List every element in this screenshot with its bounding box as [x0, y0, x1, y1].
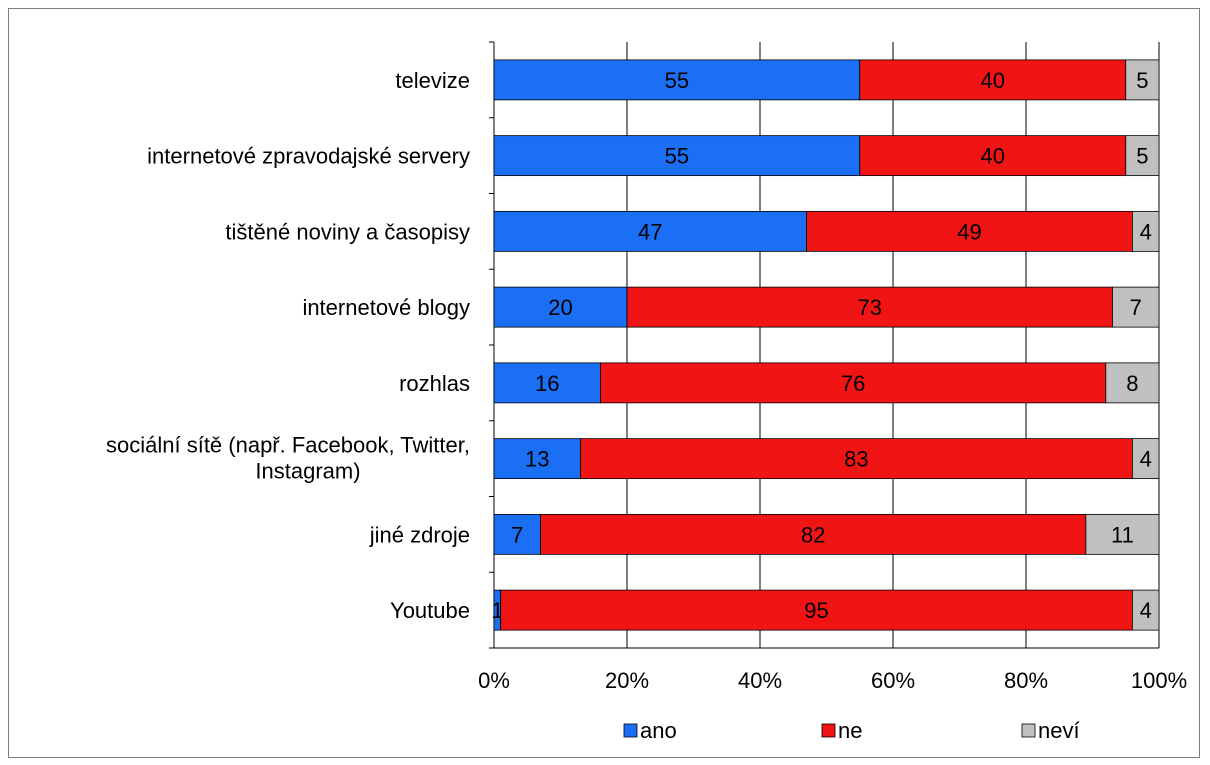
category-label: Instagram)	[255, 459, 360, 484]
bar-neví	[1085, 513, 1160, 555]
data-label: 7	[511, 522, 523, 547]
data-label: 4	[1140, 447, 1152, 472]
data-label: 55	[665, 68, 689, 93]
category-label: internetové zpravodajské servery	[147, 144, 470, 169]
bar-ne	[500, 589, 1133, 631]
data-label: 82	[801, 522, 825, 547]
bar-ne	[626, 286, 1113, 328]
legend-swatch-ano	[623, 723, 638, 738]
data-label: 40	[981, 68, 1005, 93]
data-label: 83	[844, 447, 868, 472]
data-label: 13	[525, 447, 549, 472]
x-tick-label: 80%	[1004, 668, 1048, 693]
data-label: 40	[981, 144, 1005, 169]
bar-neví	[1132, 210, 1160, 252]
category-label: Youtube	[390, 598, 470, 623]
bar-ano	[493, 513, 541, 555]
data-label: 47	[638, 219, 662, 244]
category-label: internetové blogy	[302, 295, 470, 320]
category-label: televize	[395, 68, 470, 93]
data-label: 16	[535, 371, 559, 396]
bar-ano	[493, 286, 628, 328]
data-label: 4	[1140, 219, 1152, 244]
data-label: 11	[1111, 522, 1134, 547]
x-tick-label: 100%	[1131, 668, 1187, 693]
legend-label: ano	[640, 718, 677, 743]
bar-neví	[1112, 286, 1160, 328]
x-tick-label: 60%	[871, 668, 915, 693]
data-label: 5	[1136, 68, 1148, 93]
bar-neví	[1125, 59, 1160, 101]
legend-swatch-ne	[821, 723, 836, 738]
data-label: 5	[1136, 144, 1148, 169]
legend-label: ne	[838, 718, 862, 743]
data-label: 4	[1140, 598, 1152, 623]
bar-ano	[493, 210, 807, 252]
data-label: 73	[857, 295, 881, 320]
x-tick-label: 40%	[738, 668, 782, 693]
bar-neví	[1125, 135, 1160, 177]
category-label: rozhlas	[399, 371, 470, 396]
category-label: jiné zdroje	[369, 522, 470, 547]
bar-ne	[600, 362, 1107, 404]
bar-ano	[493, 438, 581, 480]
data-label: 55	[665, 144, 689, 169]
category-label: sociální sítě (např. Facebook, Twitter,	[106, 433, 470, 458]
bar-ne	[540, 513, 1087, 555]
bar-ne	[859, 59, 1127, 101]
data-label: 8	[1126, 371, 1138, 396]
bar-ne	[859, 135, 1127, 177]
legend-label: neví	[1038, 718, 1080, 743]
bar-ne	[806, 210, 1133, 252]
data-label: 76	[841, 371, 865, 396]
x-tick-label: 20%	[605, 668, 649, 693]
bar-ano	[493, 362, 601, 404]
x-tick-label: 0%	[478, 668, 510, 693]
data-label: 95	[804, 598, 828, 623]
bar-neví	[1132, 589, 1160, 631]
category-label: tištěné noviny a časopisy	[225, 219, 470, 244]
data-label: 20	[548, 295, 572, 320]
bar-ano	[493, 135, 861, 177]
data-label: 49	[957, 219, 981, 244]
bar-neví	[1105, 362, 1160, 404]
data-label: 7	[1130, 295, 1142, 320]
bar-ano	[493, 59, 861, 101]
bar-neví	[1132, 438, 1160, 480]
bar-ne	[580, 438, 1133, 480]
legend-swatch-neví	[1021, 723, 1036, 738]
